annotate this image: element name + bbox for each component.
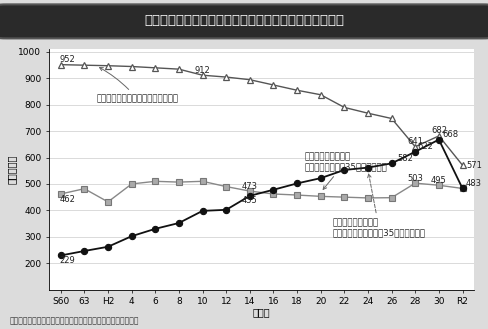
Text: 912: 912 <box>194 66 210 75</box>
Text: 622: 622 <box>417 142 432 151</box>
Text: 641: 641 <box>407 137 422 146</box>
Text: 内閣府男女共同参画局「結婚と家族をめぐる基礎データ」より: 内閣府男女共同参画局「結婚と家族をめぐる基礎データ」より <box>10 317 139 326</box>
Text: 462: 462 <box>60 194 75 204</box>
Text: 雇用者の共働き世帯
（妻がパート（週35時間未満））: 雇用者の共働き世帯 （妻がパート（週35時間未満）） <box>304 152 386 190</box>
Text: 共働き世帯等（妻がフルタイム、妻がパート）数の推移: 共働き世帯等（妻がフルタイム、妻がパート）数の推移 <box>144 14 344 27</box>
Text: 582: 582 <box>396 154 412 163</box>
Text: 455: 455 <box>242 196 257 205</box>
Text: 682: 682 <box>430 126 446 136</box>
FancyBboxPatch shape <box>0 4 488 38</box>
Text: 495: 495 <box>430 176 446 185</box>
Y-axis label: （万世帯）: （万世帯） <box>7 155 17 184</box>
Text: 668: 668 <box>442 130 458 139</box>
Text: 952: 952 <box>60 55 75 64</box>
Text: 男性雇用者と無業の妻から成る世帯: 男性雇用者と無業の妻から成る世帯 <box>96 67 178 103</box>
Text: 503: 503 <box>407 174 422 183</box>
Text: 229: 229 <box>60 256 75 265</box>
Text: 雇用者の共働き世帯
（妻がフルタイム（週35時間以上））: 雇用者の共働き世帯 （妻がフルタイム（週35時間以上）） <box>332 174 425 238</box>
Text: 483: 483 <box>465 179 481 189</box>
Text: 571: 571 <box>465 161 481 170</box>
X-axis label: （年）: （年） <box>252 308 270 317</box>
Text: 473: 473 <box>241 182 257 190</box>
